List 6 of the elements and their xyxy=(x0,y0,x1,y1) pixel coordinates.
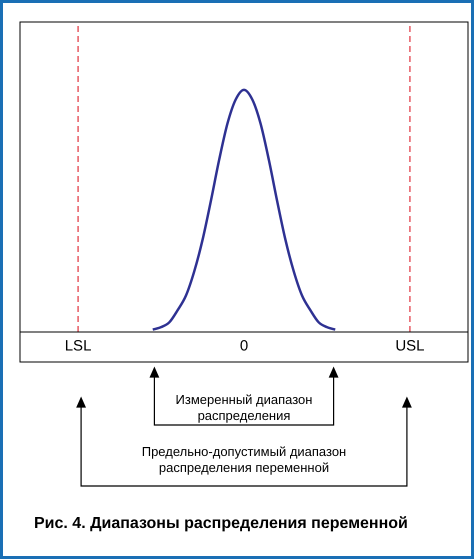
text: Измеренный диапазон распределения xyxy=(174,392,314,424)
x-tick-label: USL xyxy=(395,338,425,355)
text: Рис. 4. Диапазоны распределения переменной xyxy=(34,515,408,533)
x-tick-label: 0 xyxy=(240,338,248,355)
x-tick-label: LSL xyxy=(64,338,92,355)
text: Предельно-допустимый диапазон распределения переменной xyxy=(119,444,369,476)
